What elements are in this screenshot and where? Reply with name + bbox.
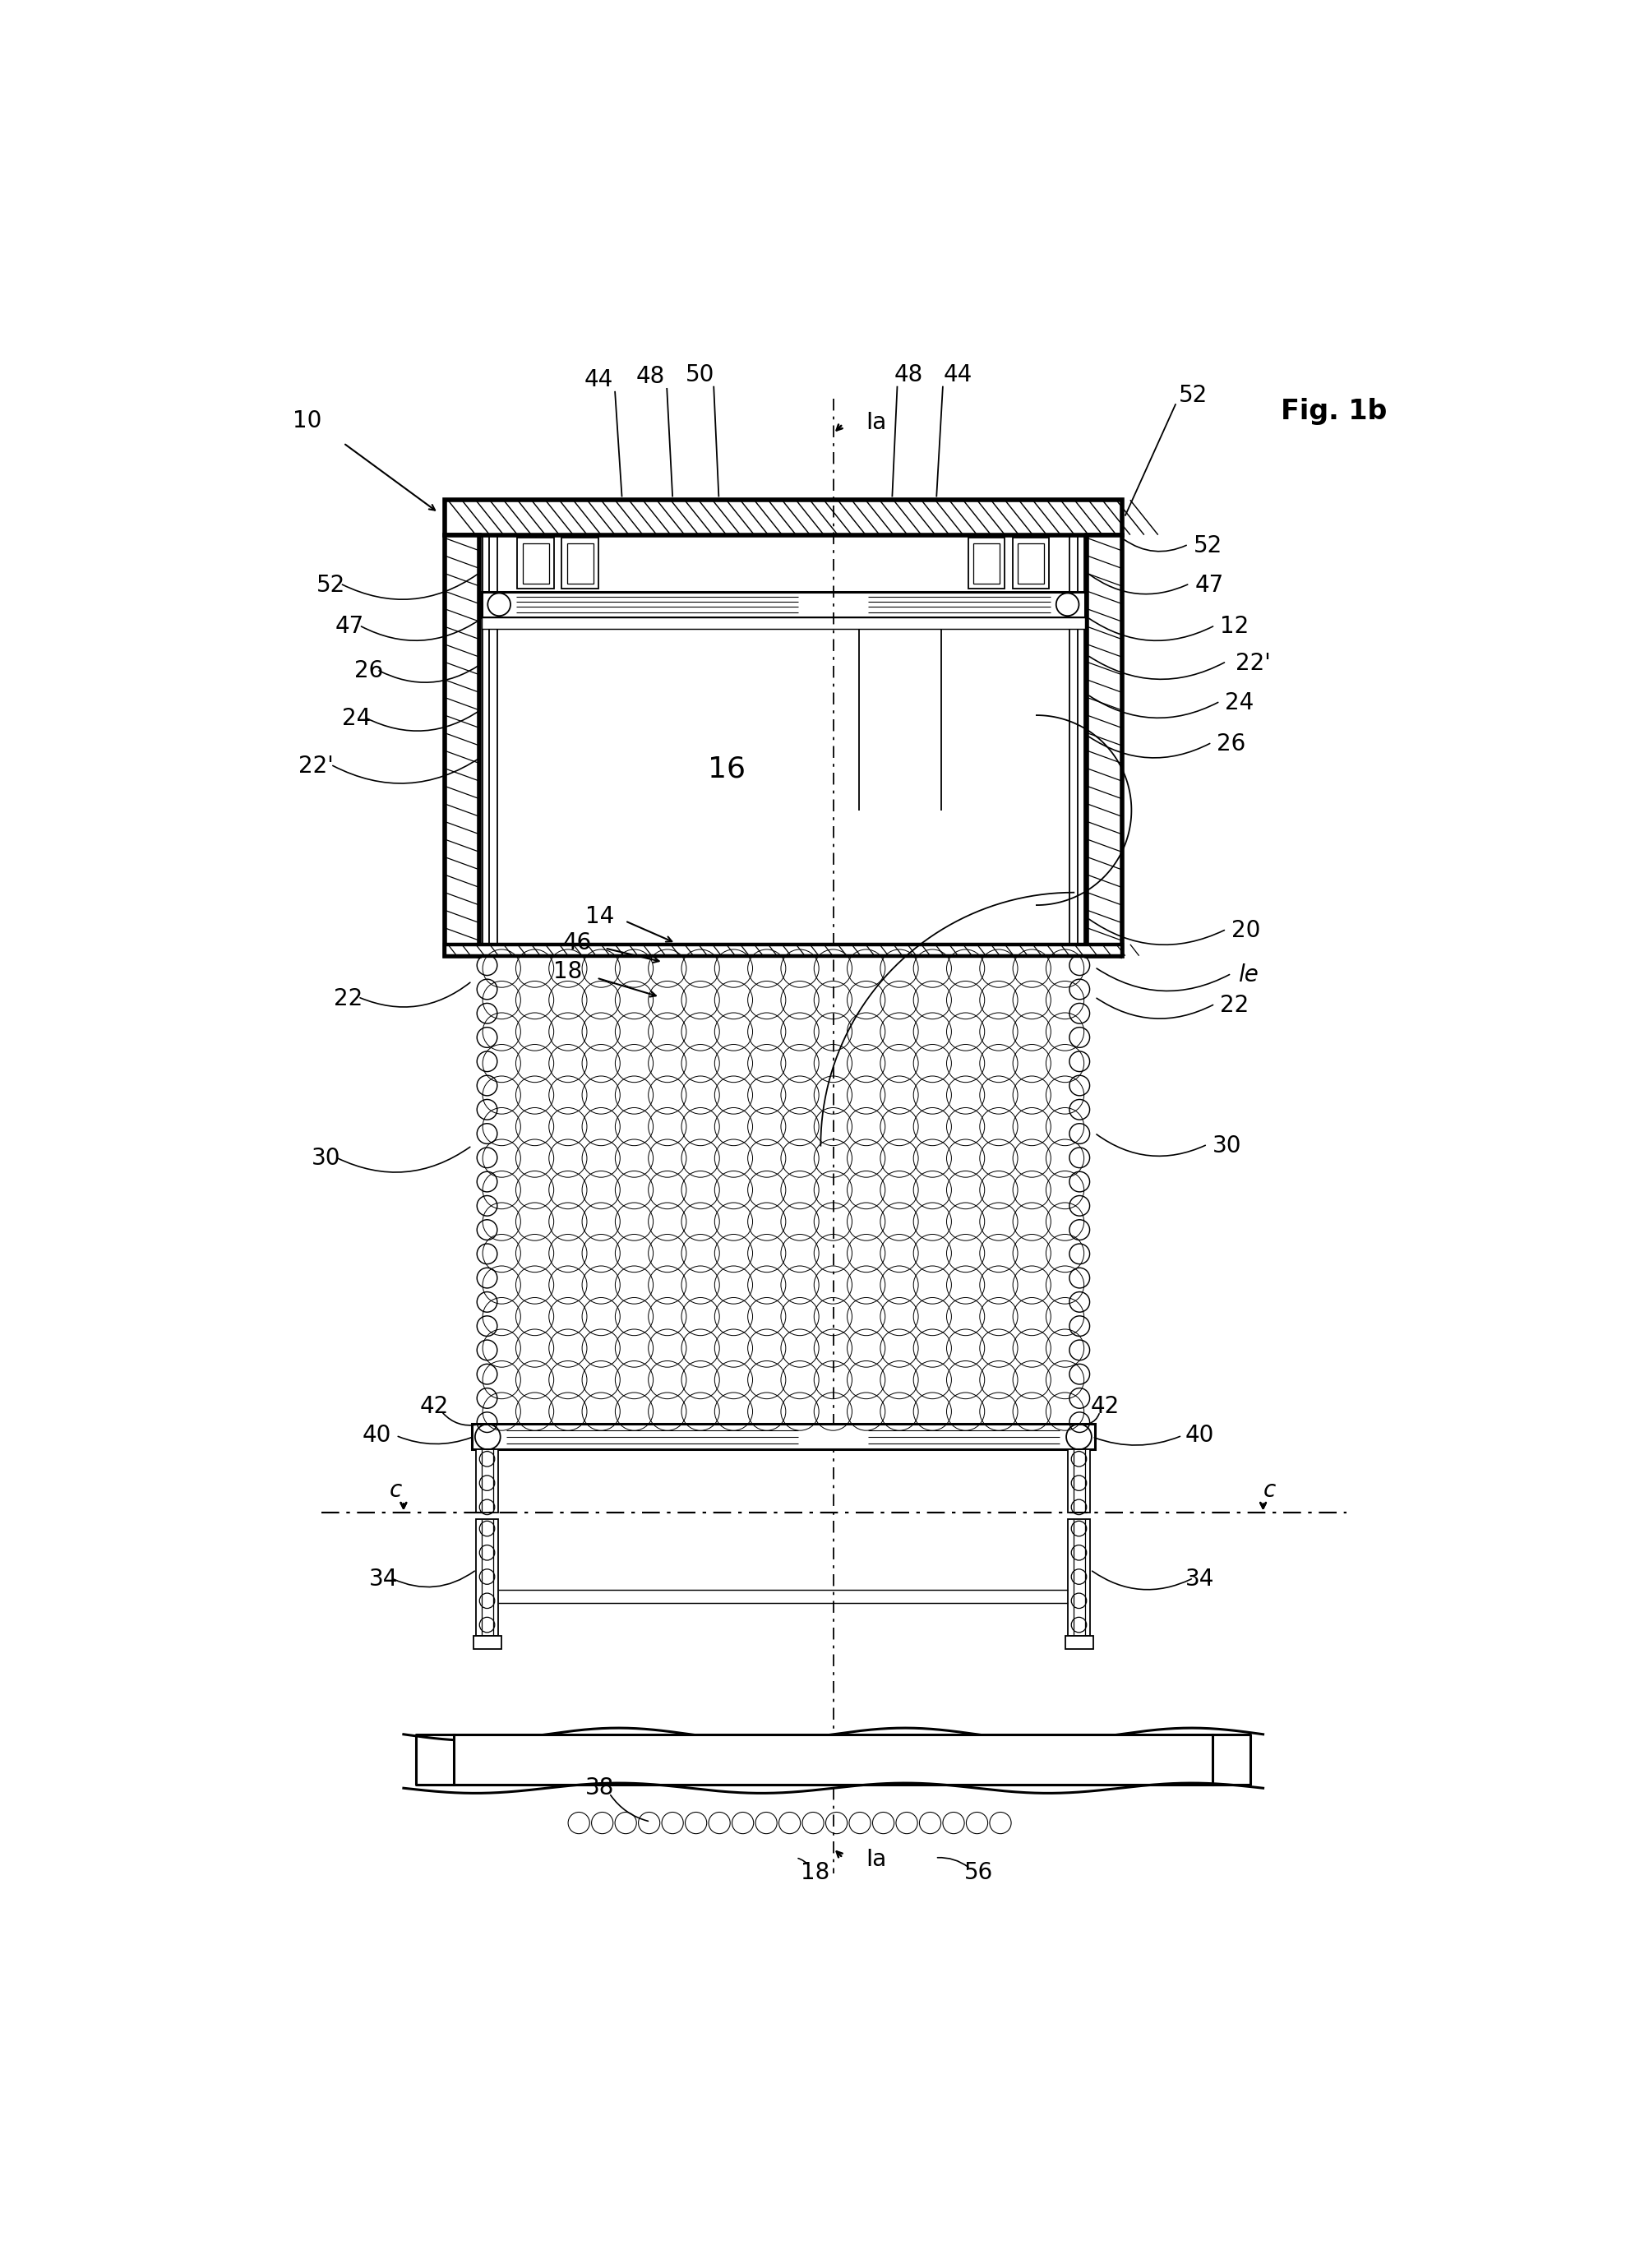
- Bar: [1013, 538, 1049, 590]
- Text: 52: 52: [1193, 533, 1223, 558]
- Text: 40: 40: [1185, 1424, 1215, 1447]
- Text: 48: 48: [894, 363, 924, 386]
- Text: 46: 46: [563, 932, 592, 955]
- Text: 16: 16: [707, 755, 745, 782]
- Bar: [974, 542, 1000, 583]
- Text: 20: 20: [1231, 919, 1260, 941]
- Bar: [561, 538, 598, 590]
- Bar: [444, 499, 1122, 535]
- Text: Fig. 1b: Fig. 1b: [1281, 397, 1387, 424]
- Text: 42: 42: [420, 1395, 449, 1418]
- Text: 22: 22: [1220, 993, 1249, 1016]
- Text: 38: 38: [585, 1776, 615, 1799]
- Bar: [454, 1735, 1213, 1785]
- Bar: [1018, 542, 1044, 583]
- Bar: [444, 943, 1122, 955]
- Bar: [472, 1424, 1094, 1449]
- Text: 24: 24: [1224, 692, 1254, 714]
- Text: 30: 30: [1213, 1134, 1242, 1157]
- Bar: [522, 542, 550, 583]
- Text: 44: 44: [943, 363, 972, 386]
- Text: 30: 30: [311, 1148, 340, 1170]
- Text: 34: 34: [369, 1567, 398, 1590]
- Text: 40: 40: [363, 1424, 392, 1447]
- Bar: [1065, 1635, 1093, 1649]
- Bar: [1068, 1520, 1091, 1635]
- Text: 10: 10: [293, 411, 322, 433]
- Text: 22': 22': [299, 755, 333, 778]
- Bar: [476, 1520, 499, 1635]
- Text: 52: 52: [317, 574, 345, 596]
- Text: 24: 24: [341, 708, 371, 730]
- Bar: [481, 592, 1085, 617]
- Text: 47: 47: [1195, 574, 1224, 596]
- Bar: [444, 535, 480, 955]
- Text: 44: 44: [584, 367, 613, 392]
- Text: 18: 18: [800, 1860, 829, 1885]
- Text: Ia: Ia: [867, 411, 886, 433]
- Text: 34: 34: [1185, 1567, 1215, 1590]
- Text: 14: 14: [585, 905, 615, 928]
- Text: 56: 56: [964, 1860, 993, 1885]
- Text: 26: 26: [354, 660, 384, 683]
- Bar: [567, 542, 593, 583]
- Text: 47: 47: [335, 615, 364, 637]
- Bar: [1068, 1449, 1091, 1513]
- Text: 22': 22': [1236, 651, 1272, 676]
- Text: c: c: [390, 1479, 402, 1501]
- Text: 18: 18: [553, 959, 582, 982]
- Text: 26: 26: [1216, 733, 1246, 755]
- Bar: [476, 1449, 499, 1513]
- Text: 12: 12: [1220, 615, 1249, 637]
- Text: c: c: [1263, 1479, 1276, 1501]
- Text: Ia: Ia: [867, 1848, 886, 1871]
- Bar: [481, 617, 1085, 628]
- Text: 22: 22: [333, 987, 363, 1009]
- Text: 48: 48: [636, 365, 665, 388]
- Bar: [1088, 535, 1122, 955]
- Text: le: le: [1237, 964, 1259, 987]
- Bar: [473, 1635, 502, 1649]
- Text: 52: 52: [1179, 383, 1208, 406]
- Text: 42: 42: [1091, 1395, 1119, 1418]
- Text: 50: 50: [685, 363, 714, 386]
- Bar: [967, 538, 1005, 590]
- Bar: [517, 538, 554, 590]
